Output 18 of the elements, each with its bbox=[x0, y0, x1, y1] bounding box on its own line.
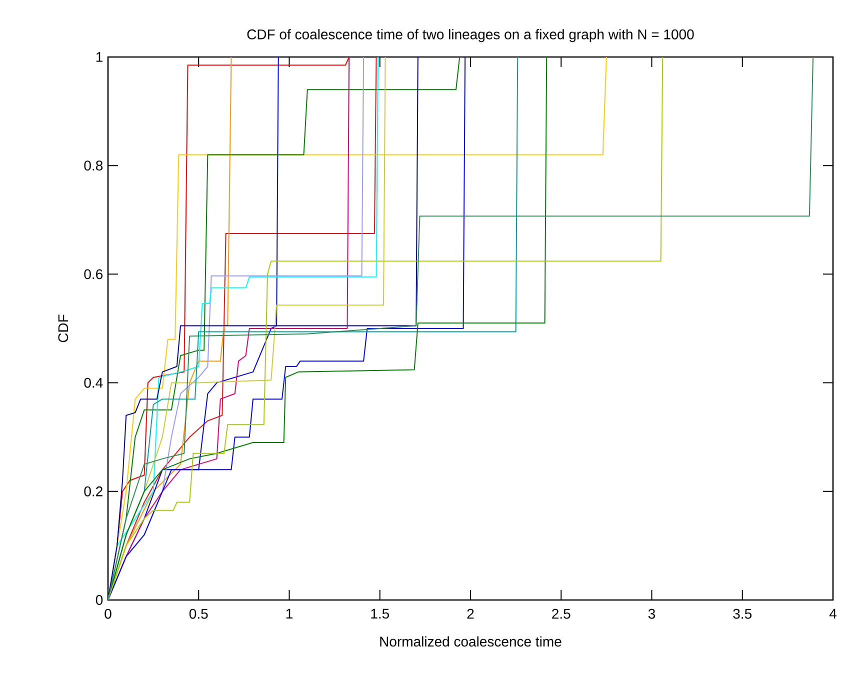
y-tick-label: 0.6 bbox=[84, 269, 103, 280]
x-tick-label: 4 bbox=[829, 608, 836, 618]
x-tick-label: 1.5 bbox=[371, 608, 390, 619]
x-tick-label: 2 bbox=[467, 608, 474, 619]
y-tick-label: 0.8 bbox=[84, 160, 103, 171]
x-tick-label: 0.5 bbox=[189, 608, 208, 619]
y-tick-label: 0.2 bbox=[84, 486, 102, 496]
chart-title: CDF of coalescence time of two lineages on a fixed graph with N = 1000 bbox=[247, 29, 694, 42]
y-tick-label: 1 bbox=[96, 52, 102, 62]
x-tick-label: 3.5 bbox=[733, 608, 752, 619]
x-tick-label: 3 bbox=[648, 608, 656, 619]
x-axis-title: Normalized coalescence time bbox=[380, 636, 562, 647]
y-axis-title: CDF bbox=[58, 314, 68, 342]
y-tick-label: 0.4 bbox=[84, 378, 103, 388]
y-tick-label: 0 bbox=[96, 595, 103, 605]
x-tick-label: 2.5 bbox=[552, 608, 570, 619]
x-tick-label: 0 bbox=[104, 608, 112, 619]
x-tick-label: 1 bbox=[286, 608, 292, 618]
